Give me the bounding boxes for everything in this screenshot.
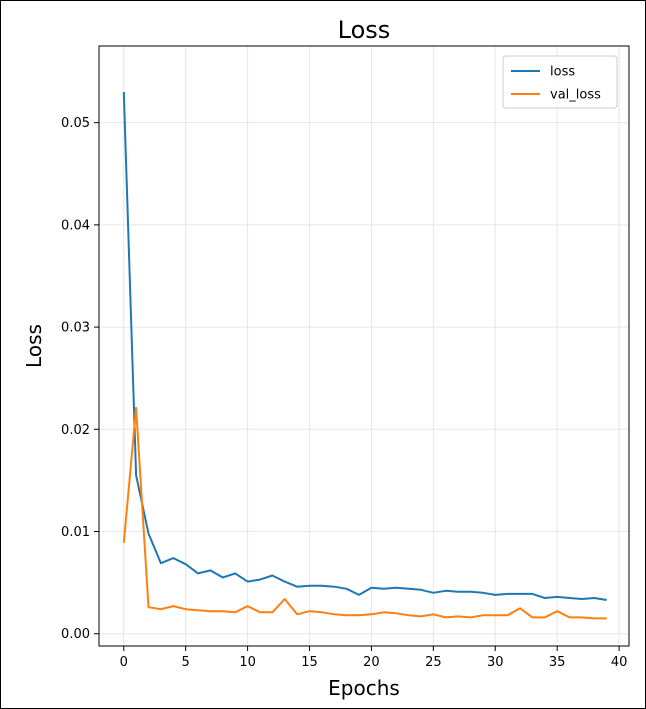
legend-label-val-loss: val_loss bbox=[550, 88, 601, 103]
plot-area-border bbox=[98, 45, 630, 647]
y-tick-label: 0.01 bbox=[61, 525, 90, 540]
legend: loss val_loss bbox=[502, 55, 618, 109]
chart-title: Loss bbox=[338, 16, 391, 44]
x-tick-label: 40 bbox=[611, 655, 628, 670]
x-tick-label: 5 bbox=[182, 655, 190, 670]
series-line-val-loss bbox=[122, 406, 607, 620]
series-layer bbox=[122, 91, 607, 620]
x-tick-label: 25 bbox=[425, 655, 442, 670]
y-tick-label: 0.05 bbox=[61, 116, 90, 131]
y-tick-label: 0.02 bbox=[61, 423, 90, 438]
grid-layer bbox=[99, 46, 629, 646]
x-tick-label: 10 bbox=[239, 655, 256, 670]
x-axis-title: Epochs bbox=[328, 676, 400, 700]
y-tick-label: 0.00 bbox=[61, 627, 90, 642]
legend-label-loss: loss bbox=[550, 65, 575, 80]
x-tick-label: 30 bbox=[487, 655, 504, 670]
y-tick-label: 0.03 bbox=[61, 321, 90, 336]
x-tick-label: 35 bbox=[549, 655, 566, 670]
x-tick-label: 20 bbox=[363, 655, 380, 670]
series-line-loss bbox=[122, 91, 607, 601]
x-tick-label: 15 bbox=[301, 655, 318, 670]
tick-layer: 0 5 10 15 20 25 30 35 40 0.00 0.01 0.02 0.03 0.04 0.05 bbox=[61, 116, 627, 670]
y-axis-title: Loss bbox=[22, 324, 46, 368]
y-tick-label: 0.04 bbox=[61, 218, 90, 233]
x-tick-label: 0 bbox=[120, 655, 128, 670]
